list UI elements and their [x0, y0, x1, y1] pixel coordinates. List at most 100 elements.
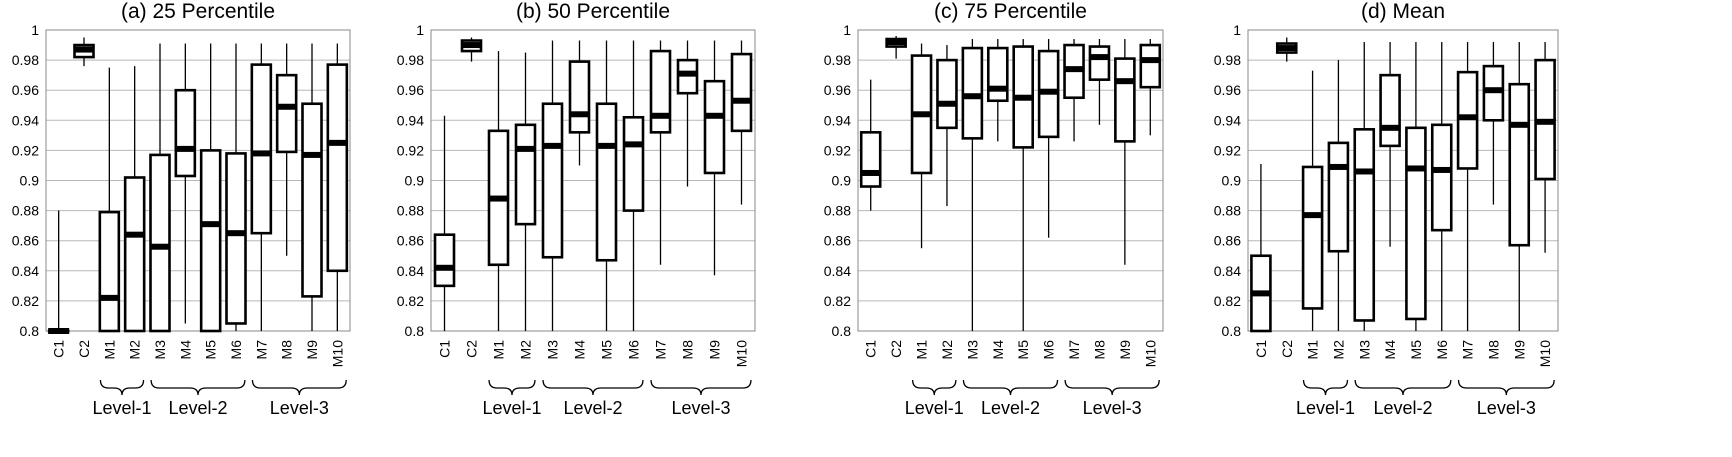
median-bar: [200, 221, 222, 228]
box-body: [199, 149, 222, 333]
median-bar: [1063, 66, 1085, 73]
median-bar: [1250, 290, 1272, 297]
box-body: [986, 46, 1009, 103]
median-bar: [149, 243, 171, 250]
box-body: [433, 233, 456, 288]
group-bracket: [488, 379, 536, 396]
x-tick-label: C2: [76, 340, 92, 358]
plot-frame: [45, 29, 351, 332]
median-bar: [1114, 78, 1136, 85]
box-M10: [326, 43, 349, 331]
median-bar: [1276, 45, 1298, 52]
group-label: Level-2: [563, 398, 622, 418]
chart-panel-3: 0.8 0.82 0.84 0.86 0.88 0.9 0.92 0.94 0.96 0.98 1 (…: [824, 0, 1164, 418]
box-M6: [225, 43, 247, 331]
group-bracket: [251, 379, 347, 396]
y-tick-label: 0.84: [1214, 263, 1241, 279]
x-tick-label: C1: [51, 340, 67, 358]
median-bar: [1379, 124, 1401, 131]
group-label: Level-2: [168, 398, 227, 418]
box-body: [622, 115, 645, 212]
median-bar: [73, 46, 95, 53]
box-M7: [1456, 42, 1479, 331]
y-tick-label: 0.86: [1214, 233, 1241, 249]
x-tick-label: M8: [1485, 340, 1501, 360]
box-body: [961, 46, 984, 140]
box-M10: [730, 40, 753, 205]
y-tick-label: 0.98: [397, 52, 424, 68]
median-bar: [1457, 114, 1479, 121]
box-body: [1430, 123, 1453, 232]
box-M1: [98, 67, 121, 333]
median-bar: [174, 145, 196, 152]
x-tick-label: M2: [518, 340, 534, 360]
box-M1: [1301, 70, 1324, 331]
median-bar: [1534, 118, 1556, 125]
box-M2: [123, 66, 146, 333]
group-label: Level-1: [482, 398, 541, 418]
x-tick-label: M1: [1305, 340, 1321, 360]
x-tick-label: M3: [964, 340, 980, 360]
y-tick-label: 0.84: [12, 263, 39, 279]
plot-frame: [857, 29, 1164, 332]
y-tick-label: 1: [843, 22, 851, 38]
box-body: [98, 210, 121, 333]
box-body: [595, 102, 618, 262]
box-M9: [1508, 42, 1531, 331]
box-body: [1139, 43, 1162, 89]
box-M6: [1430, 42, 1453, 331]
median-bar: [1139, 57, 1161, 64]
box-C2: [1275, 37, 1298, 62]
median-bar: [434, 264, 455, 271]
median-bar: [1088, 54, 1110, 61]
box-body: [568, 60, 591, 134]
x-tick-label: C2: [464, 340, 480, 358]
plot-frame: [430, 29, 756, 332]
box-body: [1456, 70, 1479, 170]
y-tick-label: 0.98: [824, 52, 851, 68]
x-tick-label: M10: [1537, 340, 1553, 367]
box-C1: [47, 210, 70, 334]
chart-panel-1: 0.8 0.82 0.84 0.86 0.88 0.9 0.92 0.94 0.96 0.98 1 (…: [12, 0, 351, 418]
box-M4: [568, 40, 591, 166]
box-body: [649, 49, 672, 134]
median-bar: [48, 328, 70, 334]
x-tick-label: M8: [279, 340, 295, 360]
box-body: [1088, 45, 1111, 81]
x-tick-label: M8: [680, 340, 696, 360]
y-tick-label: 0.94: [12, 112, 39, 128]
box-C1: [859, 79, 882, 211]
chart-panel-4: 0.8 0.82 0.84 0.86 0.88 0.9 0.92 0.94 0.96 0.98 1 (…: [1214, 0, 1559, 418]
box-M2: [936, 45, 958, 207]
y-tick-label: 0.92: [12, 142, 39, 158]
box-body: [514, 123, 537, 226]
box-M7: [250, 43, 273, 331]
median-bar: [326, 139, 348, 146]
median-bar: [1038, 88, 1060, 95]
chart-title: (c) 75 Percentile: [934, 0, 1087, 23]
median-bar: [1482, 87, 1504, 94]
y-tick-label: 0.8: [405, 323, 425, 339]
box-body: [1508, 82, 1531, 247]
group-label: Level-3: [1083, 398, 1142, 418]
y-tick-label: 0.92: [824, 142, 851, 158]
box-M5: [1405, 42, 1427, 331]
group-bracket: [99, 379, 145, 396]
group-bracket: [1354, 379, 1452, 396]
y-tick-label: 0.88: [12, 203, 39, 219]
chart-title: (b) 50 Percentile: [516, 0, 670, 23]
y-tick-label: 0.82: [12, 293, 39, 309]
x-tick-label: M5: [1015, 340, 1031, 360]
y-tick-label: 0.88: [397, 203, 424, 219]
box-C1: [1250, 163, 1272, 333]
box-body: [326, 63, 349, 273]
box-M9: [301, 43, 323, 331]
box-M5: [595, 40, 618, 331]
box-C2: [460, 37, 483, 62]
x-tick-label: M1: [914, 340, 930, 360]
box-M7: [649, 40, 672, 265]
box-body: [174, 88, 197, 178]
y-tick-label: 0.9: [20, 173, 40, 189]
box-body: [703, 79, 726, 175]
median-bar: [987, 85, 1009, 92]
